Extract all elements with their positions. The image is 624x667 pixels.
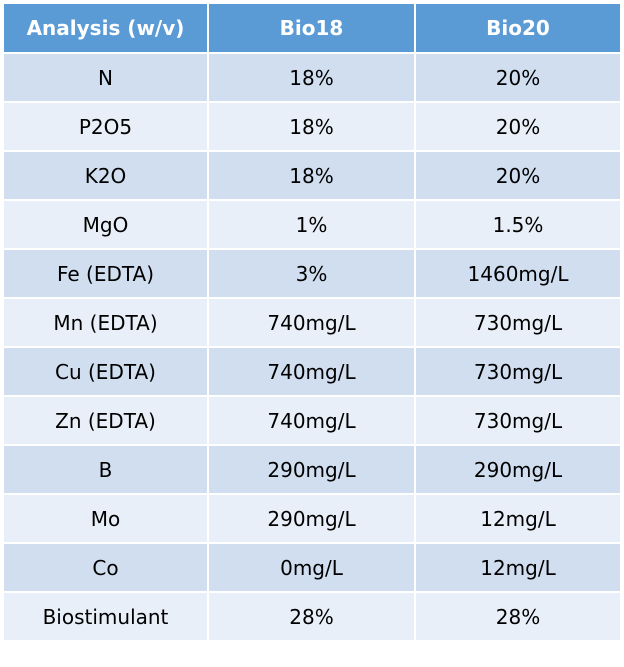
table-row: K2O 18% 20% (2, 150, 622, 201)
row-label-cell: Fe (EDTA) (2, 248, 209, 299)
table-row: B 290mg/L 290mg/L (2, 444, 622, 495)
bio18-value-cell: 18% (207, 101, 416, 152)
column-header-bio18: Bio18 (207, 2, 416, 54)
bio18-value-cell: 1% (207, 199, 416, 250)
bio20-value-cell: 730mg/L (414, 346, 622, 397)
table-row: P2O5 18% 20% (2, 101, 622, 152)
analysis-table-container: Analysis (w/v) Bio18 Bio20 N 18% 20% P2O… (2, 2, 622, 642)
bio20-value-cell: 1460mg/L (414, 248, 622, 299)
row-label-cell: Mo (2, 493, 209, 544)
bio18-value-cell: 290mg/L (207, 493, 416, 544)
bio18-value-cell: 28% (207, 591, 416, 642)
column-header-analysis: Analysis (w/v) (2, 2, 209, 54)
table-row: Zn (EDTA) 740mg/L 730mg/L (2, 395, 622, 446)
table-row: Biostimulant 28% 28% (2, 591, 622, 642)
row-label-cell: N (2, 52, 209, 103)
bio20-value-cell: 12mg/L (414, 493, 622, 544)
bio18-value-cell: 290mg/L (207, 444, 416, 495)
bio18-value-cell: 18% (207, 150, 416, 201)
table-row: MgO 1% 1.5% (2, 199, 622, 250)
bio18-value-cell: 0mg/L (207, 542, 416, 593)
row-label-cell: P2O5 (2, 101, 209, 152)
bio20-value-cell: 730mg/L (414, 395, 622, 446)
row-label-cell: B (2, 444, 209, 495)
row-label-cell: K2O (2, 150, 209, 201)
bio20-value-cell: 20% (414, 150, 622, 201)
table-row: Mo 290mg/L 12mg/L (2, 493, 622, 544)
bio18-value-cell: 740mg/L (207, 395, 416, 446)
row-label-cell: Co (2, 542, 209, 593)
table-header-row: Analysis (w/v) Bio18 Bio20 (2, 2, 622, 54)
row-label-cell: MgO (2, 199, 209, 250)
bio18-value-cell: 740mg/L (207, 346, 416, 397)
column-header-bio20: Bio20 (414, 2, 622, 54)
bio20-value-cell: 20% (414, 101, 622, 152)
bio18-value-cell: 18% (207, 52, 416, 103)
table-row: Mn (EDTA) 740mg/L 730mg/L (2, 297, 622, 348)
bio20-value-cell: 290mg/L (414, 444, 622, 495)
row-label-cell: Zn (EDTA) (2, 395, 209, 446)
bio20-value-cell: 20% (414, 52, 622, 103)
table-row: Cu (EDTA) 740mg/L 730mg/L (2, 346, 622, 397)
row-label-cell: Cu (EDTA) (2, 346, 209, 397)
row-label-cell: Mn (EDTA) (2, 297, 209, 348)
bio20-value-cell: 1.5% (414, 199, 622, 250)
table-row: Co 0mg/L 12mg/L (2, 542, 622, 593)
analysis-table: Analysis (w/v) Bio18 Bio20 N 18% 20% P2O… (2, 2, 622, 642)
bio20-value-cell: 12mg/L (414, 542, 622, 593)
bio18-value-cell: 3% (207, 248, 416, 299)
bio18-value-cell: 740mg/L (207, 297, 416, 348)
bio20-value-cell: 730mg/L (414, 297, 622, 348)
table-row: N 18% 20% (2, 52, 622, 103)
table-row: Fe (EDTA) 3% 1460mg/L (2, 248, 622, 299)
bio20-value-cell: 28% (414, 591, 622, 642)
row-label-cell: Biostimulant (2, 591, 209, 642)
